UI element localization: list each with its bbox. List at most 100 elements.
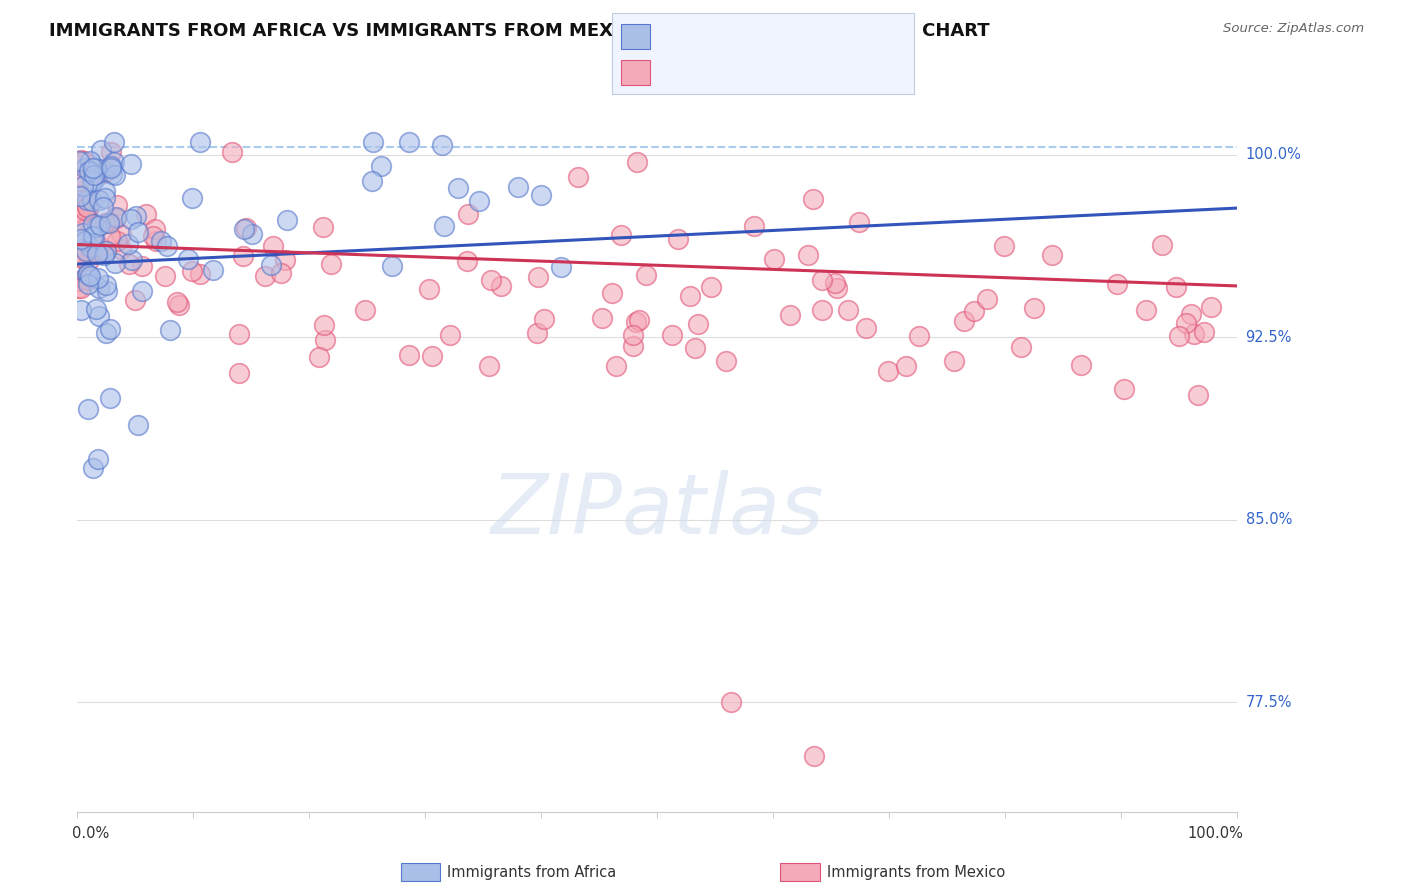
Point — [98, 216, 121, 230]
Point — [77, 277, 100, 292]
Point — [77, 202, 100, 217]
Point — [94, 164, 117, 178]
Point — [135, 207, 157, 221]
Point — [877, 364, 900, 378]
Point — [181, 264, 204, 278]
Point — [131, 285, 153, 299]
Point — [700, 279, 723, 293]
Point — [100, 159, 122, 173]
Point — [110, 242, 132, 256]
Point — [621, 339, 644, 353]
Point — [69, 207, 91, 221]
Point — [93, 248, 115, 262]
Point — [82, 217, 104, 231]
Point — [308, 351, 330, 365]
Point — [89, 280, 111, 294]
Text: ZIPatlas: ZIPatlas — [491, 469, 824, 550]
Point — [811, 273, 834, 287]
Text: 92.5%: 92.5% — [1246, 329, 1292, 344]
Point — [1175, 316, 1198, 330]
Point — [67, 281, 90, 295]
Point — [94, 216, 117, 230]
Point — [98, 322, 121, 336]
Point — [83, 231, 105, 245]
Point — [94, 191, 117, 205]
Point — [550, 260, 572, 275]
Point — [907, 329, 929, 343]
Point — [156, 239, 179, 253]
Text: 89: 89 — [808, 25, 838, 43]
Point — [67, 174, 90, 188]
Point — [86, 219, 108, 234]
Point — [221, 145, 243, 159]
Text: N=: N= — [778, 25, 800, 40]
Point — [94, 326, 117, 340]
Point — [77, 201, 100, 215]
Point — [1167, 329, 1189, 343]
Point — [89, 218, 111, 232]
Point — [89, 309, 111, 323]
Point — [202, 262, 225, 277]
Point — [398, 348, 420, 362]
Point — [93, 184, 115, 198]
Point — [67, 193, 90, 207]
Point — [240, 227, 263, 241]
Point — [478, 359, 501, 374]
Point — [188, 267, 211, 281]
Point — [70, 251, 93, 265]
Point — [79, 253, 101, 268]
Point — [76, 201, 98, 215]
Point — [86, 271, 108, 285]
Point — [82, 161, 104, 175]
Point — [1022, 301, 1045, 316]
Text: R =: R = — [654, 60, 681, 75]
Point — [94, 244, 117, 258]
Point — [811, 303, 834, 318]
Point — [105, 234, 128, 248]
Point — [75, 244, 97, 258]
Point — [1194, 325, 1216, 339]
Point — [124, 293, 146, 308]
Point — [605, 359, 627, 374]
Point — [86, 247, 108, 261]
Point — [627, 313, 650, 327]
Point — [80, 194, 103, 208]
Point — [117, 237, 139, 252]
Point — [422, 349, 444, 363]
Point — [83, 167, 105, 181]
Point — [943, 353, 966, 368]
Text: 100.0%: 100.0% — [1246, 147, 1302, 162]
Point — [73, 193, 96, 207]
Point — [314, 334, 336, 348]
Text: N=: N= — [778, 60, 800, 75]
Point — [70, 250, 93, 264]
Point — [1112, 382, 1135, 396]
Point — [127, 417, 149, 432]
Point — [79, 240, 101, 254]
Point — [894, 359, 917, 373]
Point — [418, 282, 440, 296]
Point — [848, 215, 870, 229]
Point — [121, 252, 143, 267]
Point — [70, 280, 93, 294]
Point — [91, 200, 114, 214]
Point — [159, 323, 181, 337]
Point — [86, 302, 108, 317]
Point — [993, 239, 1015, 253]
Point — [103, 136, 125, 150]
Point — [953, 314, 976, 328]
Point — [75, 244, 97, 258]
Point — [456, 253, 478, 268]
Point — [70, 303, 93, 318]
Point — [76, 273, 98, 287]
Point — [104, 255, 127, 269]
Point — [80, 174, 103, 188]
Point — [142, 229, 165, 244]
Point — [76, 193, 98, 207]
Point — [118, 257, 141, 271]
Point — [824, 276, 846, 290]
Point — [467, 194, 489, 208]
Point — [602, 286, 624, 301]
Point — [73, 161, 96, 176]
Text: Source: ZipAtlas.com: Source: ZipAtlas.com — [1223, 22, 1364, 36]
